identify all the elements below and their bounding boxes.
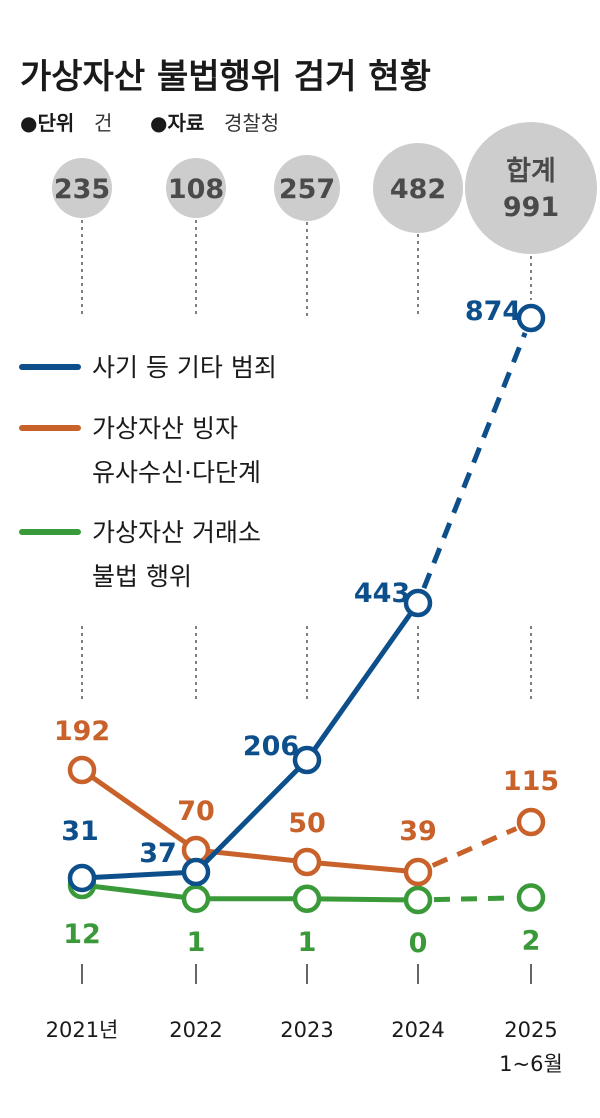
data-label: 50 — [288, 808, 326, 839]
total-value: 482 — [390, 174, 446, 205]
series-lines: 12 1 1 0 2 192 70 50 39 115 31 37 206 443 874 — [54, 296, 559, 959]
unit-key: ●단위 — [20, 111, 74, 135]
data-label: 1 — [298, 927, 317, 958]
series-segment — [81, 882, 197, 902]
data-label: 70 — [177, 796, 215, 827]
guide-lines — [81, 220, 532, 700]
data-label: 192 — [54, 716, 110, 747]
x-tick-label: 2022 — [169, 1018, 222, 1042]
series-segment — [431, 826, 518, 868]
data-point — [181, 884, 211, 913]
legend-label: 사기 등 기타 범죄 — [92, 353, 277, 382]
legend-label: 가상자산 빙자 — [92, 414, 238, 443]
total-bubble — [274, 155, 340, 221]
series-segment — [81, 869, 197, 881]
data-label: 0 — [409, 928, 428, 959]
data-point — [181, 857, 211, 887]
data-point — [403, 857, 433, 887]
data-point — [292, 847, 322, 877]
total-label: 합계 — [506, 156, 556, 187]
total-value: 991 — [503, 192, 559, 223]
series-segment — [433, 895, 516, 903]
data-label: 2 — [522, 926, 541, 957]
total-value: 235 — [54, 174, 110, 205]
total-bubble — [373, 143, 463, 233]
total-value: 257 — [279, 174, 335, 205]
x-tick-label: 2025 — [504, 1018, 557, 1042]
series-segment — [306, 859, 419, 875]
data-point — [516, 303, 546, 333]
series-segment — [306, 896, 419, 903]
data-label: 1 — [187, 927, 206, 958]
series-segment — [421, 331, 528, 590]
x-tick-label: 2021년 — [46, 1018, 119, 1042]
total-bubbles: 235 108 257 482 합계 991 — [52, 122, 597, 254]
data-point — [516, 807, 546, 837]
total-bubble — [166, 158, 226, 218]
data-point — [292, 745, 322, 775]
data-point — [403, 588, 433, 618]
series-segment — [304, 601, 421, 762]
data-point — [67, 863, 97, 893]
data-label: 31 — [61, 816, 99, 847]
legend-label: 가상자산 거래소 — [92, 518, 261, 547]
data-point — [67, 755, 97, 785]
total-bubble — [52, 158, 112, 218]
total-value: 108 — [168, 174, 224, 205]
series-segment — [80, 767, 198, 853]
data-label: 12 — [63, 919, 101, 950]
legend-label: 불법 행위 — [92, 562, 192, 591]
source-key: ●자료 — [150, 111, 204, 135]
data-label: 206 — [243, 731, 299, 762]
data-label: 39 — [399, 816, 437, 847]
x-tick-sublabel: 1~6월 — [499, 1052, 563, 1076]
series-segment — [194, 758, 309, 874]
data-point — [516, 883, 546, 912]
x-axis: 2021년 2022 2023 2024 2025 1~6월 — [46, 964, 563, 1076]
total-bubble — [465, 122, 597, 254]
data-point — [292, 884, 322, 913]
data-label: 874 — [465, 296, 521, 327]
data-label: 37 — [139, 838, 177, 869]
data-label: 443 — [354, 578, 410, 609]
legend-label: 유사수신·다단계 — [92, 458, 261, 487]
data-point — [403, 885, 433, 915]
data-label: 115 — [503, 766, 559, 797]
chart-title: 가상자산 불법행위 검거 현황 — [20, 57, 431, 97]
unit-value: 건 — [94, 111, 112, 135]
x-tick-label: 2024 — [391, 1018, 444, 1042]
source-value: 경찰청 — [224, 111, 279, 135]
x-tick-label: 2023 — [280, 1018, 333, 1042]
